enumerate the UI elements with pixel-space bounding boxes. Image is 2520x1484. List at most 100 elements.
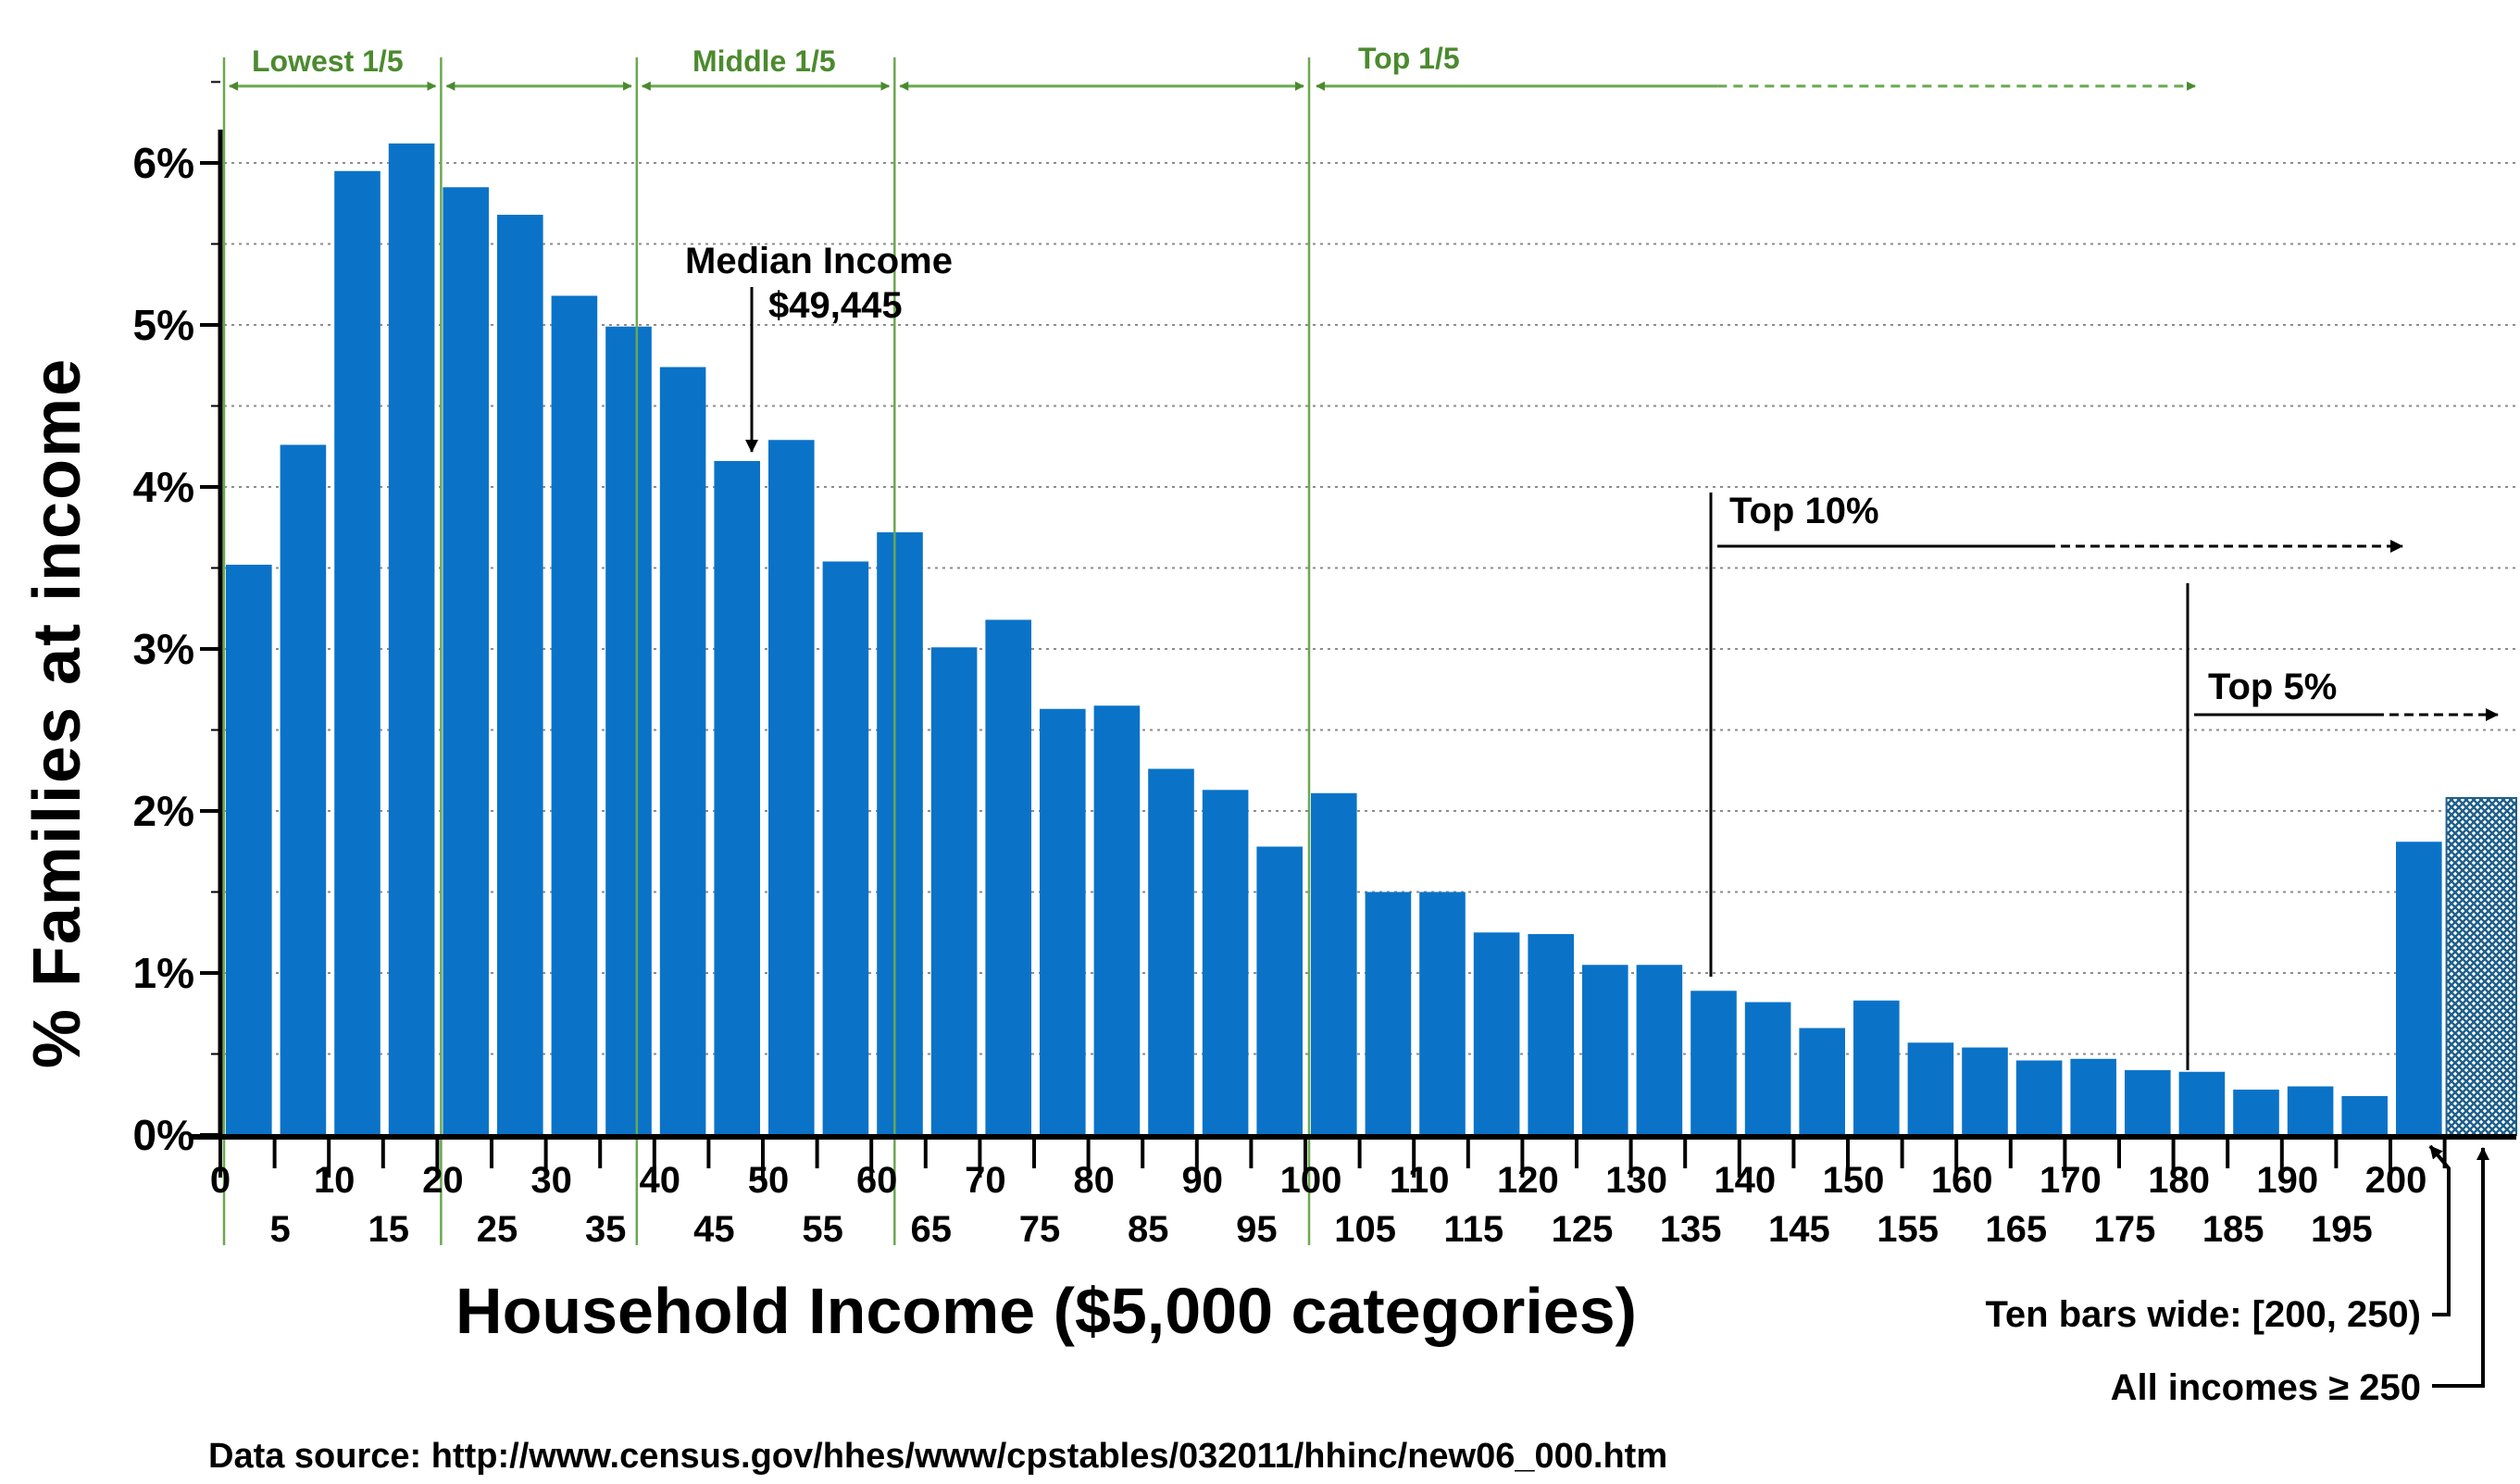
- bar: [1148, 768, 1194, 1135]
- x-tick-label: 60: [856, 1160, 898, 1201]
- bar: [1419, 892, 1466, 1135]
- x-tick-label: 165: [1985, 1209, 2047, 1250]
- bar: [1853, 1000, 1900, 1135]
- x-tick-label: 25: [477, 1209, 518, 1250]
- x-tick-label: 30: [530, 1160, 572, 1201]
- x-tick-label: 10: [314, 1160, 356, 1201]
- x-tick-label: 185: [2202, 1209, 2264, 1250]
- x-tick-label: 0: [210, 1160, 231, 1201]
- bar: [1256, 846, 1303, 1135]
- bar: [1744, 1002, 1791, 1135]
- bar: [1582, 965, 1628, 1135]
- bar: [2178, 1071, 2226, 1135]
- bar: [2125, 1070, 2171, 1135]
- x-tick-label: 115: [1444, 1209, 1504, 1250]
- bar: [2396, 842, 2442, 1135]
- ten-bars-arrow: [2428, 1144, 2451, 1316]
- bar: [2015, 1060, 2063, 1135]
- x-tick-label: 70: [965, 1160, 1006, 1201]
- bar: [334, 170, 380, 1135]
- x-tick-label: 15: [368, 1209, 410, 1250]
- bar: [1962, 1047, 2008, 1135]
- median-value: $49,445: [768, 285, 903, 326]
- x-tick-label: 140: [1714, 1160, 1776, 1201]
- x-tick-label: 100: [1280, 1160, 1342, 1201]
- bar: [443, 187, 489, 1135]
- bars: [226, 143, 2518, 1136]
- bar: [1311, 792, 1357, 1135]
- x-tick-label: 190: [2256, 1160, 2318, 1201]
- quintile-top-label: Top 1/5: [1358, 42, 1460, 75]
- y-tick-label: 1%: [133, 949, 194, 997]
- bar: [226, 565, 272, 1135]
- bar: [388, 143, 435, 1135]
- all-incomes-arrow: [2432, 1147, 2489, 1388]
- bar: [2341, 1096, 2388, 1135]
- x-tick-label: 105: [1334, 1209, 1396, 1250]
- x-tick-label: 40: [640, 1160, 681, 1201]
- x-tick-label: 20: [422, 1160, 464, 1201]
- bar: [877, 532, 923, 1135]
- x-tick-label: 85: [1128, 1209, 1169, 1250]
- bar: [605, 326, 652, 1135]
- x-tick-label: 90: [1182, 1160, 1224, 1201]
- bar: [497, 215, 543, 1135]
- median-label: Median Income: [685, 241, 953, 281]
- bar: [714, 461, 760, 1135]
- bar: [1093, 705, 1141, 1135]
- y-tick-label: 2%: [133, 787, 194, 835]
- bar: [551, 295, 598, 1135]
- x-tick-label: 160: [1931, 1160, 1993, 1201]
- overflow-bar: [2445, 797, 2518, 1136]
- x-tick-label: 110: [1390, 1160, 1450, 1201]
- bar: [1040, 708, 1086, 1135]
- y-tick-label: 5%: [133, 301, 194, 349]
- quintile-labels: Lowest 1/5 Middle 1/5 Top 1/5: [252, 42, 1460, 78]
- x-axis-label: Household Income ($5,000 categories): [455, 1275, 1637, 1347]
- x-tick-label: 180: [2148, 1160, 2210, 1201]
- x-tick-label: 45: [693, 1209, 735, 1250]
- x-tick-label: 5: [269, 1209, 290, 1250]
- quintile-middle-label: Middle 1/5: [692, 44, 836, 78]
- bar: [280, 444, 327, 1135]
- x-tick-label: 75: [1019, 1209, 1061, 1250]
- y-tick-label: 6%: [133, 139, 194, 187]
- x-tick-label: 95: [1236, 1209, 1278, 1250]
- y-axis-ticks: 0% 1% 2% 3% 4% 5% 6%: [133, 81, 220, 1159]
- all-incomes-note: All incomes ≥ 250: [2111, 1367, 2421, 1408]
- bar: [1636, 965, 1683, 1135]
- x-tick-label: 125: [1552, 1209, 1614, 1250]
- x-tick-label: 200: [2365, 1160, 2427, 1201]
- x-tick-label: 155: [1877, 1209, 1939, 1250]
- x-axis-ticks: 0 10 20 30 40 50 60 70 80 90 100 110 120 130 140 150 160…: [210, 1137, 2447, 1250]
- annotations: Median Income $49,445 Top 10% Top 5% Ten…: [685, 241, 2499, 1408]
- x-tick-label: 65: [911, 1209, 953, 1250]
- quintile-guides: [222, 57, 2197, 1245]
- bar: [985, 619, 1031, 1135]
- bar: [2287, 1086, 2334, 1135]
- x-tick-label: 150: [1823, 1160, 1885, 1201]
- quintile-lowest-label: Lowest 1/5: [252, 44, 404, 78]
- x-tick-label: 170: [2040, 1160, 2102, 1201]
- x-tick-label: 135: [1660, 1209, 1722, 1250]
- bar: [2233, 1090, 2279, 1135]
- x-tick-label: 50: [748, 1160, 790, 1201]
- bar: [1365, 892, 1412, 1135]
- y-tick-label: 0%: [133, 1111, 194, 1159]
- bar: [1202, 790, 1249, 1135]
- x-tick-label: 55: [802, 1209, 843, 1250]
- data-source-note: Data source: http://www.census.gov/hhes/…: [208, 1437, 1667, 1476]
- y-axis-label: % Families at income: [20, 357, 94, 1068]
- ten-bars-note: Ten bars wide: [200, 250): [1985, 1294, 2421, 1335]
- bar: [2070, 1058, 2116, 1135]
- bar: [768, 440, 815, 1135]
- x-tick-label: 120: [1497, 1160, 1559, 1201]
- x-tick-label: 195: [2311, 1209, 2373, 1250]
- y-tick-label: 3%: [133, 625, 194, 673]
- bar: [1690, 991, 1737, 1135]
- bar: [822, 561, 869, 1135]
- x-tick-label: 145: [1768, 1209, 1830, 1250]
- axes: [190, 130, 2516, 1140]
- bar: [930, 647, 978, 1135]
